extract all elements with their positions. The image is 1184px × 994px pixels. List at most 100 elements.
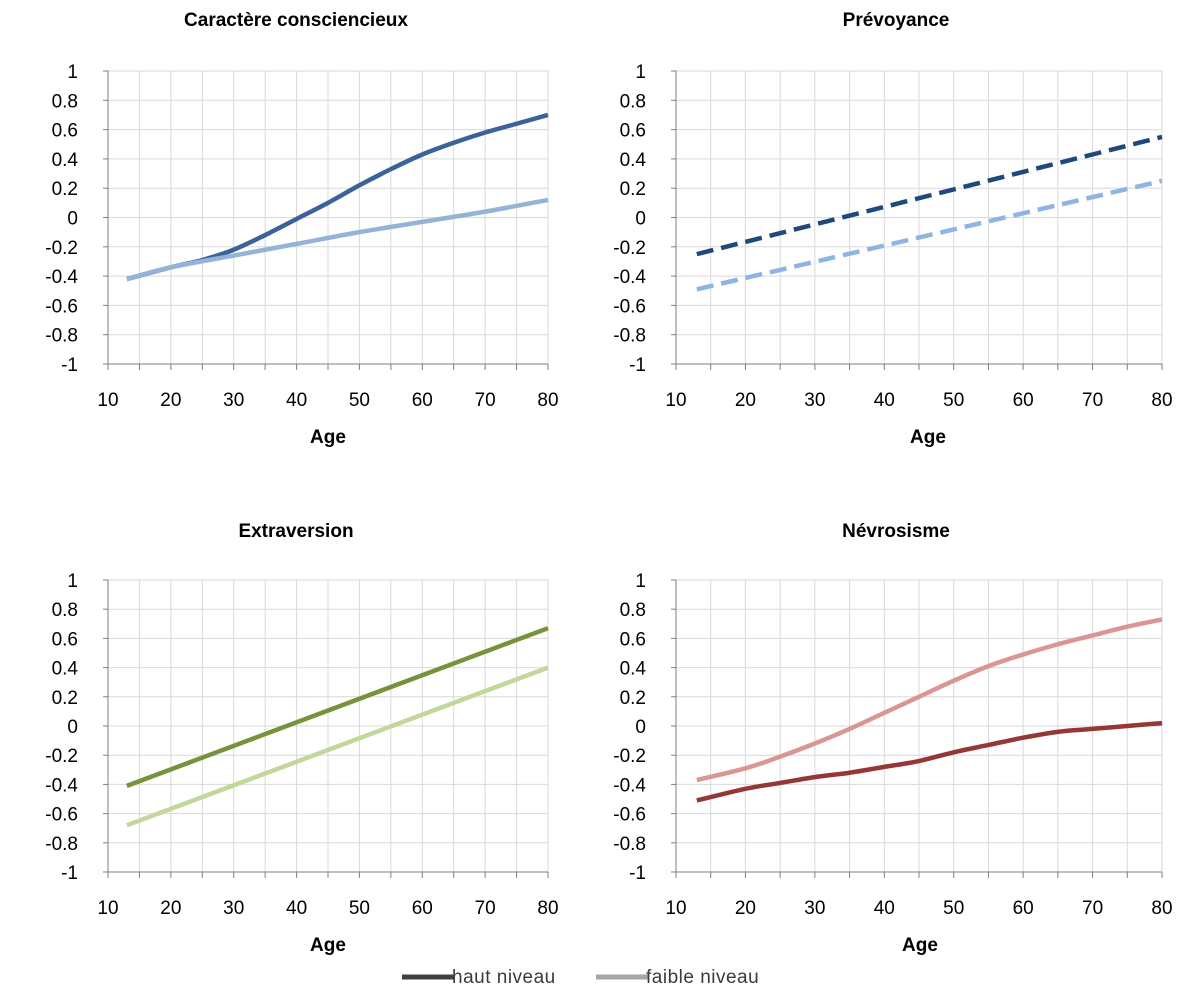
x-tick-label: 40 <box>874 898 895 919</box>
y-tick-label: 0.4 <box>620 659 647 680</box>
x-tick-label: 60 <box>412 390 433 411</box>
y-tick-label: -0.8 <box>45 834 78 855</box>
x-tick-label: 40 <box>286 390 307 411</box>
x-tick-label: 80 <box>537 898 558 919</box>
y-tick-label: -0.8 <box>613 834 646 855</box>
y-tick-label: -0.2 <box>613 746 646 767</box>
y-tick-label: 0.8 <box>52 91 78 112</box>
x-tick-label: 20 <box>160 898 181 919</box>
x-tick-label: 20 <box>735 898 756 919</box>
chart-panel-foresight: Prévoyance 1 0.8 0.6 0.4 0.2 0 -0.2 -0.4 -0.6 -0.… <box>613 10 1172 448</box>
y-tick-label: 0.8 <box>620 91 646 112</box>
chart-title: Extraversion <box>238 521 353 542</box>
legend-label-high: haut niveau <box>452 967 556 988</box>
series-line-high <box>126 626 549 788</box>
x-tick-label: 10 <box>665 390 686 411</box>
y-tick-label: -1 <box>61 355 78 376</box>
legend: haut niveau faible niveau <box>402 967 759 988</box>
x-tick-label: 70 <box>475 390 496 411</box>
y-tick-label: 0 <box>635 209 646 230</box>
x-tick-label: 40 <box>286 898 307 919</box>
y-tick-label: 1 <box>635 62 646 83</box>
x-tick-label: 70 <box>475 898 496 919</box>
y-tick-label: -0.6 <box>45 296 78 317</box>
x-tick-label: 30 <box>223 390 244 411</box>
gridlines <box>676 70 1163 364</box>
chart-title: Caractère consciencieux <box>184 10 408 31</box>
y-tick-label: 0.6 <box>52 121 78 142</box>
y-tick-label: 0 <box>67 717 78 738</box>
x-tick-label: 20 <box>160 390 181 411</box>
series-line-low <box>696 178 1163 292</box>
y-tick-label: -0.4 <box>613 267 646 288</box>
y-tick-label: -1 <box>61 863 78 884</box>
x-tick-label: 40 <box>874 390 895 411</box>
y-tick-label: -0.4 <box>45 775 78 796</box>
y-tick-label: 0.2 <box>620 688 646 709</box>
legend-label-low: faible niveau <box>646 967 759 988</box>
series-line-high <box>696 134 1163 257</box>
y-tick-label: -0.4 <box>613 775 646 796</box>
y-tick-label: 0.4 <box>52 659 79 680</box>
x-tick-label: 60 <box>412 898 433 919</box>
y-tick-label: -0.2 <box>45 238 78 259</box>
y-tick-label: 0 <box>67 209 78 230</box>
x-tick-label: 30 <box>223 898 244 919</box>
x-axis-label: Age <box>310 935 346 956</box>
x-tick-label: 10 <box>665 898 686 919</box>
x-tick-label: 60 <box>1013 390 1034 411</box>
y-tick-label: -0.6 <box>613 805 646 826</box>
chart-panel-extraversion: Extraversion 1 0.8 0.6 0.4 0.2 0 -0.2 -0.4 -0.6 -… <box>45 521 558 956</box>
y-tick-label: 0 <box>635 717 646 738</box>
chart-title: Névrosisme <box>842 521 950 542</box>
gridlines <box>108 579 549 872</box>
y-tick-label: 0.2 <box>52 179 78 200</box>
y-tick-label: 0.8 <box>620 600 646 621</box>
y-tick-label: 1 <box>67 62 78 83</box>
y-tick-label: 0.8 <box>52 600 78 621</box>
y-tick-label: 0.4 <box>52 150 79 171</box>
y-tick-label: -1 <box>629 863 646 884</box>
gridlines <box>108 70 549 364</box>
gridlines <box>676 579 1163 872</box>
y-tick-label: 0.2 <box>620 179 646 200</box>
x-tick-label: 50 <box>349 898 370 919</box>
y-tick-label: -0.8 <box>613 326 646 347</box>
x-axis-label: Age <box>902 935 938 956</box>
y-tick-label: -0.4 <box>45 267 78 288</box>
y-tick-label: -0.6 <box>613 296 646 317</box>
x-tick-label: 80 <box>1151 898 1172 919</box>
x-axis-label: Age <box>910 427 946 448</box>
x-tick-label: 70 <box>1082 390 1103 411</box>
x-tick-label: 60 <box>1013 898 1034 919</box>
x-tick-label: 20 <box>735 390 756 411</box>
series-line-low <box>696 617 1163 783</box>
y-tick-label: -0.6 <box>45 805 78 826</box>
y-tick-label: 0.6 <box>620 121 646 142</box>
y-tick-label: 0.6 <box>52 629 78 650</box>
chart-panel-neuroticism: Névrosisme 1 0.8 0.6 0.4 0.2 0 -0.2 -0.4 -0.6 -0.… <box>613 521 1172 956</box>
x-tick-label: 70 <box>1082 898 1103 919</box>
x-tick-label: 10 <box>97 898 118 919</box>
x-tick-label: 50 <box>943 898 964 919</box>
x-tick-label: 30 <box>804 898 825 919</box>
y-tick-label: -0.8 <box>45 326 78 347</box>
y-tick-label: -0.2 <box>45 746 78 767</box>
series-line-high <box>696 720 1163 803</box>
x-tick-label: 30 <box>804 390 825 411</box>
y-tick-label: -0.2 <box>613 238 646 259</box>
x-axis-label: Age <box>310 427 346 448</box>
x-tick-label: 50 <box>349 390 370 411</box>
x-tick-label: 80 <box>1151 390 1172 411</box>
x-tick-label: 80 <box>537 390 558 411</box>
y-tick-label: 1 <box>67 571 78 592</box>
chart-title: Prévoyance <box>843 10 950 31</box>
y-tick-label: 0.2 <box>52 688 78 709</box>
x-tick-label: 50 <box>943 390 964 411</box>
y-tick-label: 1 <box>635 571 646 592</box>
series-line-low <box>126 665 549 828</box>
y-tick-label: -1 <box>629 355 646 376</box>
chart-panel-conscientiousness: Caractère consciencieux 1 0.8 0.6 0.4 0.2 0 -0… <box>45 10 558 448</box>
x-tick-label: 10 <box>97 390 118 411</box>
